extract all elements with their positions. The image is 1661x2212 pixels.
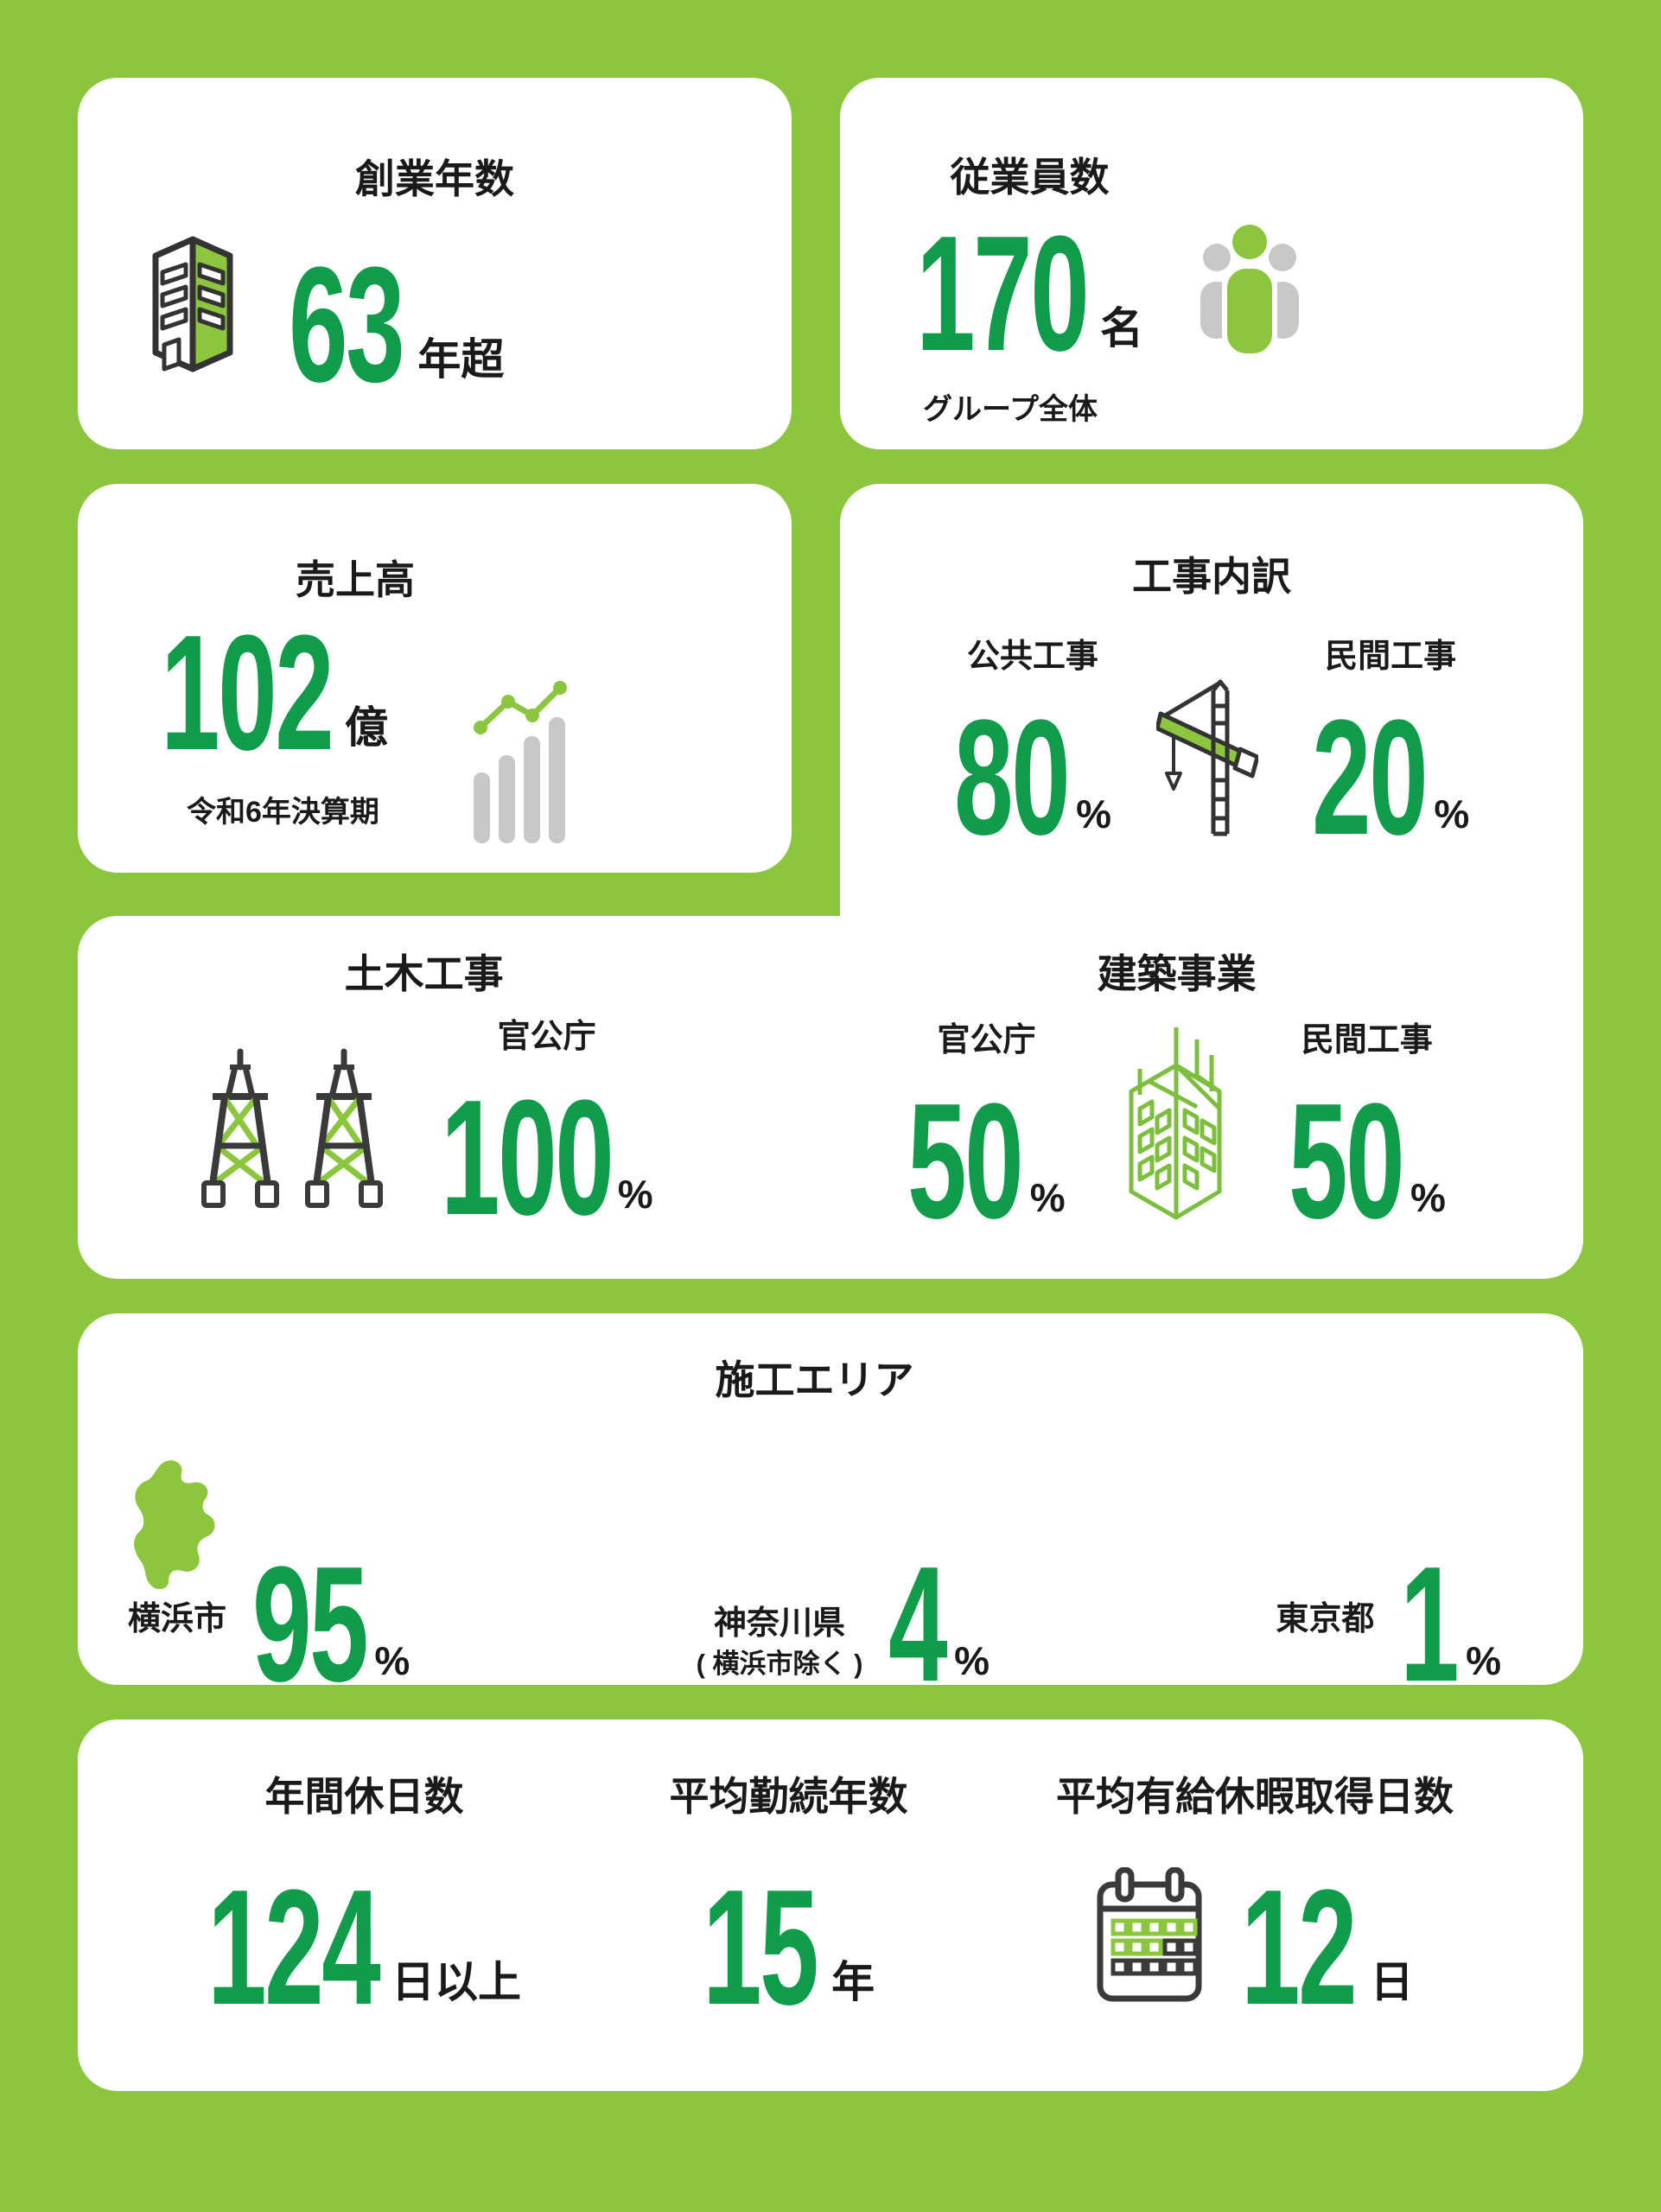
building-private-stat: 民間工事 50 % [1289, 1024, 1446, 1243]
sales-title: 売上高 [296, 557, 415, 602]
yokohama-map-icon [134, 1460, 215, 1590]
founding-stat-row: 63 年超 [78, 234, 792, 407]
tower-crane-icon [1156, 679, 1258, 836]
building-title: 建築事業 [1097, 951, 1257, 996]
sales-block: 売上高 102 億 令和6年決算期 [161, 556, 420, 873]
building-private-value: 50 [1288, 1070, 1405, 1254]
founding-value: 63 [289, 233, 405, 417]
paid-leave-value: 12 [1241, 1856, 1358, 2040]
transmission-tower-icon [195, 1046, 389, 1209]
building-icon [152, 236, 233, 372]
building-government-value: 50 [907, 1070, 1024, 1254]
card-construction-area: 施工エリア 横浜市 95 % 神奈川県 ( 横浜市除く ) 4 % [78, 1313, 1583, 1707]
card-works: 土木工事 [78, 916, 1583, 1279]
calendar-icon [1097, 1867, 1202, 2002]
building-outline-icon [1129, 1027, 1222, 1220]
breakdown-stats-row: 公共工事 80 % [840, 640, 1583, 860]
employees-title: 従業員数 [950, 155, 1110, 200]
card-construction-breakdown: 工事内訳 公共工事 80 % [840, 484, 1583, 916]
tenure-unit: 年 [831, 1958, 875, 2007]
paid-leave-unit: 日 [1370, 1958, 1414, 2007]
area-kanagawa-unit: % [954, 1638, 990, 1684]
civil-government-value: 100 [440, 1066, 614, 1250]
breakdown-title: 工事内訳 [1132, 554, 1291, 599]
civil-government-unit: % [617, 1172, 653, 1217]
employees-unit: 名 [1100, 304, 1144, 353]
sales-stat-row: 102 億 [161, 611, 420, 775]
sales-unit: 億 [345, 703, 389, 753]
card-employees: 従業員数 170 名 グループ全体 [840, 78, 1583, 449]
area-yokohama-unit: % [374, 1638, 410, 1684]
breakdown-private-label: 民間工事 [1325, 639, 1457, 676]
area-kanagawa-label: 神奈川県 [714, 1605, 846, 1643]
founding-unit: 年超 [417, 335, 505, 385]
card-sales: 売上高 102 億 令和6年決算期 [78, 484, 792, 873]
area-tokyo-label: 東京都 [1276, 1601, 1375, 1638]
holidays-value: 124 [207, 1856, 381, 2040]
civil-government-label: 官公庁 [497, 1019, 596, 1056]
breakdown-public-value: 80 [953, 686, 1071, 870]
tenure-stat: 平均勤続年数 15 年 [670, 1773, 908, 2030]
area-kanagawa-stat: 神奈川県 ( 横浜市除く ) 4 % [697, 1542, 990, 1707]
sales-note: 令和6年決算期 [187, 796, 379, 830]
area-tokyo-unit: % [1466, 1638, 1501, 1684]
area-kanagawa-sublabel: ( 横浜市除く ) [696, 1649, 863, 1680]
employees-note: グループ全体 [923, 393, 1098, 427]
people-icon [1200, 219, 1300, 359]
card-founding-years: 創業年数 63 年超 [78, 78, 792, 449]
building-section: 建築事業 官公庁 50 % [770, 950, 1583, 1279]
civil-section: 土木工事 [78, 950, 770, 1279]
tenure-title: 平均勤続年数 [669, 1774, 908, 1819]
breakdown-private-stat: 民間工事 20 % [1312, 640, 1469, 860]
area-stats-row: 横浜市 95 % 神奈川県 ( 横浜市除く ) 4 % 東京都 1 % [128, 1459, 1501, 1707]
civil-government-stat: 官公庁 100 % [441, 1020, 653, 1240]
area-yokohama-label: 横浜市 [128, 1601, 227, 1638]
employees-stat-row: 170 名 [916, 212, 1143, 376]
breakdown-public-unit: % [1076, 791, 1111, 837]
breakdown-public-label: 公共工事 [966, 639, 1098, 676]
employees-value: 170 [916, 202, 1090, 386]
building-government-stat: 官公庁 50 % [907, 1024, 1065, 1243]
sales-value: 102 [161, 601, 334, 785]
civil-title: 土木工事 [344, 951, 504, 996]
founding-title: 創業年数 [355, 156, 514, 201]
building-private-label: 民間工事 [1301, 1022, 1433, 1059]
area-yokohama-value: 95 [252, 1533, 369, 1717]
holidays-title: 年間休日数 [264, 1774, 464, 1819]
building-private-unit: % [1410, 1175, 1446, 1221]
bar-chart-icon [474, 681, 567, 843]
holidays-unit: 日以上 [391, 1958, 522, 2007]
paid-leave-title: 平均有給休暇取得日数 [1055, 1774, 1454, 1819]
area-tokyo-value: 1 [1400, 1533, 1460, 1717]
breakdown-private-unit: % [1434, 791, 1470, 837]
tenure-value: 15 [702, 1856, 819, 2040]
paid-leave-stat: 平均有給休暇取得日数 [1056, 1773, 1454, 2030]
card-workstyle: 年間休日数 124 日以上 平均勤続年数 15 年 平均有給休暇取得日数 [78, 1719, 1583, 2091]
holidays-stat: 年間休日数 124 日以上 [207, 1773, 521, 2030]
workstyle-row: 年間休日数 124 日以上 平均勤続年数 15 年 平均有給休暇取得日数 [207, 1773, 1454, 2030]
breakdown-public-stat: 公共工事 80 % [954, 640, 1111, 860]
area-tokyo-stat: 東京都 1 % [1276, 1542, 1501, 1707]
area-kanagawa-value: 4 [888, 1533, 948, 1717]
employees-block: 従業員数 170 名 グループ全体 [916, 154, 1143, 449]
area-title: 施工エリア [715, 1357, 914, 1402]
building-government-unit: % [1029, 1175, 1066, 1221]
breakdown-private-value: 20 [1312, 686, 1429, 870]
area-yokohama-stat: 横浜市 95 % [128, 1459, 410, 1707]
building-government-label: 官公庁 [937, 1022, 1036, 1059]
